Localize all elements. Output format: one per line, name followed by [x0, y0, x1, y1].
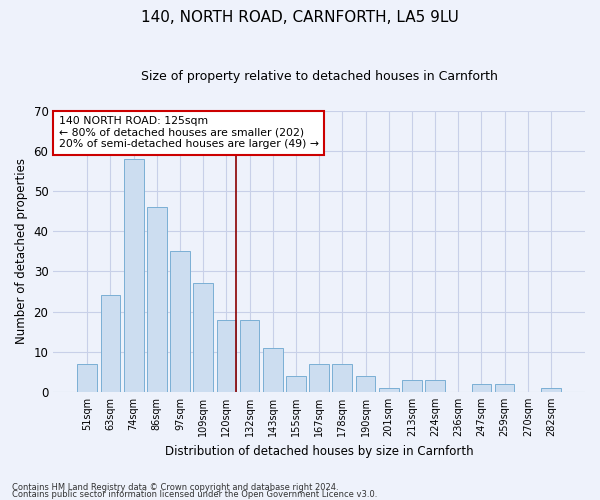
Title: Size of property relative to detached houses in Carnforth: Size of property relative to detached ho…	[141, 70, 497, 83]
Bar	[124, 159, 143, 392]
Bar	[402, 380, 422, 392]
Bar	[541, 388, 561, 392]
Text: Contains public sector information licensed under the Open Government Licence v3: Contains public sector information licen…	[12, 490, 377, 499]
Text: Contains HM Land Registry data © Crown copyright and database right 2024.: Contains HM Land Registry data © Crown c…	[12, 484, 338, 492]
Bar	[170, 251, 190, 392]
Bar	[309, 364, 329, 392]
Bar	[240, 320, 259, 392]
Text: 140 NORTH ROAD: 125sqm
← 80% of detached houses are smaller (202)
20% of semi-de: 140 NORTH ROAD: 125sqm ← 80% of detached…	[59, 116, 319, 150]
Bar	[379, 388, 398, 392]
Bar	[217, 320, 236, 392]
Bar	[332, 364, 352, 392]
X-axis label: Distribution of detached houses by size in Carnforth: Distribution of detached houses by size …	[165, 444, 473, 458]
Bar	[495, 384, 514, 392]
Bar	[286, 376, 306, 392]
Text: 140, NORTH ROAD, CARNFORTH, LA5 9LU: 140, NORTH ROAD, CARNFORTH, LA5 9LU	[141, 10, 459, 25]
Bar	[193, 284, 213, 392]
Bar	[263, 348, 283, 392]
Bar	[101, 296, 121, 392]
Bar	[472, 384, 491, 392]
Bar	[77, 364, 97, 392]
Y-axis label: Number of detached properties: Number of detached properties	[15, 158, 28, 344]
Bar	[356, 376, 376, 392]
Bar	[147, 207, 167, 392]
Bar	[425, 380, 445, 392]
